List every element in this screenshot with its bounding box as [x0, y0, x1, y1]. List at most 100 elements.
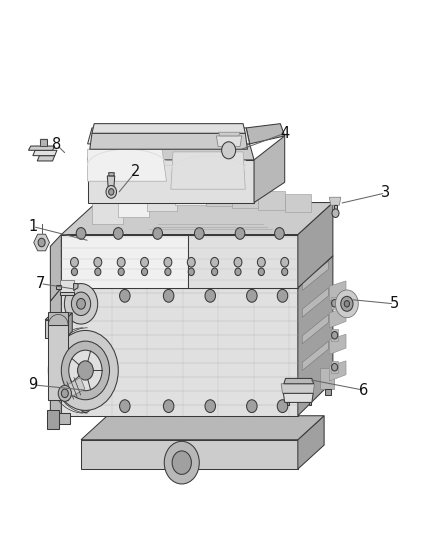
Circle shape — [164, 257, 172, 267]
Polygon shape — [302, 261, 328, 290]
Circle shape — [235, 228, 245, 239]
Polygon shape — [287, 402, 289, 405]
Polygon shape — [329, 334, 346, 354]
Circle shape — [165, 268, 171, 276]
Polygon shape — [48, 312, 68, 325]
Text: 3: 3 — [381, 185, 390, 200]
Polygon shape — [88, 144, 254, 160]
Text: 7: 7 — [35, 276, 45, 291]
Polygon shape — [219, 132, 240, 136]
Polygon shape — [92, 124, 245, 133]
Polygon shape — [45, 320, 65, 338]
Polygon shape — [206, 185, 232, 206]
Circle shape — [106, 185, 117, 198]
Circle shape — [205, 289, 215, 302]
Circle shape — [332, 209, 339, 217]
Circle shape — [332, 332, 338, 339]
Polygon shape — [246, 124, 285, 144]
Circle shape — [78, 361, 93, 380]
Polygon shape — [81, 440, 298, 469]
Circle shape — [61, 389, 68, 398]
Circle shape — [71, 268, 78, 276]
Polygon shape — [92, 203, 123, 224]
Circle shape — [164, 441, 199, 484]
Polygon shape — [50, 288, 61, 426]
Polygon shape — [331, 361, 338, 373]
Circle shape — [53, 330, 118, 410]
Circle shape — [172, 451, 191, 474]
Polygon shape — [298, 203, 333, 288]
Circle shape — [38, 238, 45, 247]
Polygon shape — [74, 284, 78, 290]
Circle shape — [120, 289, 130, 302]
Circle shape — [205, 400, 215, 413]
Polygon shape — [284, 378, 314, 384]
Polygon shape — [28, 146, 55, 150]
Circle shape — [212, 268, 218, 276]
Circle shape — [76, 228, 86, 239]
Polygon shape — [48, 325, 68, 400]
Polygon shape — [45, 313, 72, 320]
Text: 1: 1 — [28, 219, 38, 234]
Polygon shape — [329, 361, 346, 381]
Polygon shape — [88, 160, 254, 203]
Polygon shape — [90, 133, 247, 149]
Polygon shape — [329, 308, 346, 328]
Text: 8: 8 — [52, 138, 62, 152]
Polygon shape — [329, 197, 341, 205]
Circle shape — [61, 341, 110, 400]
Polygon shape — [329, 281, 346, 301]
Circle shape — [332, 364, 338, 371]
Polygon shape — [325, 389, 331, 395]
Circle shape — [341, 296, 353, 311]
Circle shape — [258, 268, 265, 276]
Circle shape — [113, 228, 123, 239]
Polygon shape — [59, 413, 70, 424]
Circle shape — [235, 268, 241, 276]
Polygon shape — [285, 194, 311, 212]
Circle shape — [247, 289, 257, 302]
Polygon shape — [302, 314, 328, 344]
Circle shape — [222, 142, 236, 159]
Circle shape — [117, 257, 125, 267]
Polygon shape — [320, 368, 334, 389]
Circle shape — [277, 289, 288, 302]
Polygon shape — [298, 256, 333, 416]
Polygon shape — [302, 341, 328, 370]
Polygon shape — [88, 149, 166, 181]
Polygon shape — [61, 288, 298, 416]
Polygon shape — [232, 188, 258, 208]
Polygon shape — [60, 280, 74, 292]
Circle shape — [282, 268, 288, 276]
Polygon shape — [33, 150, 57, 156]
Circle shape — [163, 400, 174, 413]
Circle shape — [58, 385, 71, 401]
Polygon shape — [298, 416, 324, 469]
Circle shape — [120, 400, 130, 413]
Circle shape — [247, 400, 257, 413]
Text: 6: 6 — [359, 383, 368, 398]
Circle shape — [94, 257, 102, 267]
Polygon shape — [147, 188, 177, 211]
Circle shape — [118, 268, 124, 276]
Text: 2: 2 — [131, 164, 141, 179]
Circle shape — [80, 400, 91, 413]
Circle shape — [141, 257, 148, 267]
Text: 9: 9 — [28, 377, 38, 392]
Circle shape — [153, 228, 162, 239]
Polygon shape — [175, 182, 206, 205]
Circle shape — [109, 189, 114, 195]
Polygon shape — [107, 176, 115, 188]
Circle shape — [71, 292, 91, 316]
Polygon shape — [65, 313, 72, 338]
Polygon shape — [302, 288, 328, 317]
Text: 5: 5 — [389, 296, 399, 311]
Circle shape — [234, 257, 242, 267]
Polygon shape — [63, 377, 85, 399]
Polygon shape — [281, 384, 314, 393]
Circle shape — [258, 257, 265, 267]
Polygon shape — [37, 156, 55, 161]
Circle shape — [77, 298, 85, 309]
Polygon shape — [50, 235, 61, 301]
Polygon shape — [216, 136, 242, 147]
